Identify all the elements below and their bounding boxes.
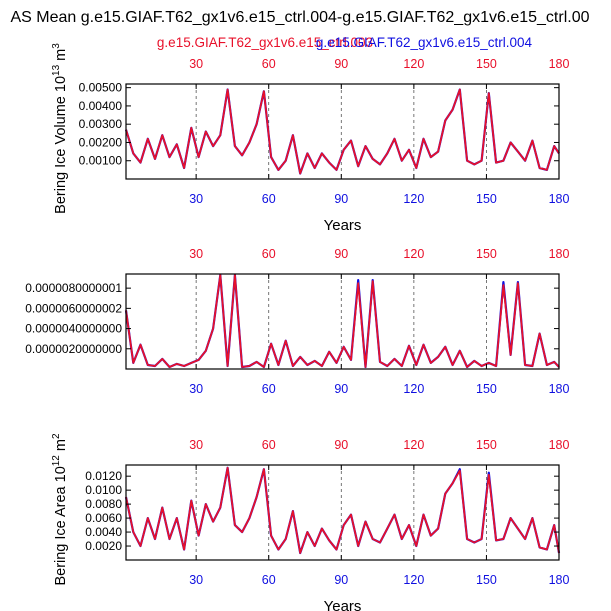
series-line-ctrl-004: [124, 466, 561, 555]
ytick-label: 0.0000060000002: [25, 301, 122, 315]
series-line-ctrl-003: [125, 466, 560, 554]
ylabel-unit: m: [53, 439, 69, 455]
ytick-label: 0.00300: [79, 117, 123, 131]
xtick-bottom-label: 60: [262, 382, 276, 396]
xtick-top-label: 60: [262, 438, 276, 452]
panel-2: 30 30 60 60 90 90 120 120 150 150 180 180 0.00000200…: [25, 247, 569, 396]
xtick-top-label: 90: [334, 247, 348, 261]
xtick-top-label: 30: [189, 247, 203, 261]
xtick-bottom-label: 60: [262, 573, 276, 587]
xtick-bottom-label: 150: [476, 192, 497, 206]
ytick-label: 0.0000040000000: [25, 322, 122, 336]
xtick-bottom-label: 120: [403, 192, 424, 206]
xaxis-label: Years: [324, 598, 362, 611]
panel-1: 30 30 60 60 90 90 120 120 150 150 180 180 0.00100 0.0…: [51, 43, 569, 234]
panel-3: 3030606090901201201501501801800.00200.00…: [51, 433, 569, 611]
xtick-top-label: 30: [189, 57, 203, 71]
panels-group: 30 30 60 60 90 90 120 120 150 150 180 180 0.00100 0.0…: [25, 43, 569, 611]
ytick-label: 0.0100: [85, 483, 122, 497]
ylabel-exponent: 13: [51, 64, 62, 76]
series-line-ctrl-003: [125, 274, 560, 368]
xtick-bottom-label: 180: [549, 573, 570, 587]
xtick-top-label: 90: [334, 57, 348, 71]
ytick-label: 0.0040: [85, 525, 122, 539]
xtick-top-label: 180: [549, 438, 570, 452]
ylabel-main: Bering Ice Volume 10: [53, 76, 69, 214]
xaxis-label: Years: [324, 217, 362, 234]
legend-case-b: g.e15.GIAF.T62_gx1v6.e15_ctrl.004: [316, 35, 533, 50]
ylabel-unit-exponent: 2: [51, 433, 62, 439]
xtick-bottom-label: 90: [334, 573, 348, 587]
xtick-top-label: 150: [476, 438, 497, 452]
ytick-label: 0.0000020000000: [25, 342, 122, 356]
xtick-top-label: 120: [403, 57, 424, 71]
ytick-label: 0.00100: [79, 154, 123, 168]
xtick-top-label: 180: [549, 247, 570, 261]
yaxis-label: Bering Ice Volume 1013 m3: [51, 43, 69, 214]
plot-frame: [125, 464, 560, 561]
xtick-top-label: 120: [403, 438, 424, 452]
ytick-label: 0.0120: [85, 469, 122, 483]
xtick-bottom-label: 90: [334, 382, 348, 396]
xtick-bottom-label: 30: [189, 573, 203, 587]
xtick-bottom-label: 120: [403, 382, 424, 396]
yaxis-label: Bering Ice Area 1012 m2: [51, 433, 69, 586]
ylabel-exponent: 12: [51, 455, 62, 467]
plot-frame: [125, 83, 560, 180]
xtick-top-label: 180: [549, 57, 570, 71]
ytick-label: 0.00400: [79, 99, 123, 113]
series-line-ctrl-003: [125, 88, 560, 175]
ytick-label: 0.00500: [79, 81, 123, 95]
chart-title: AS Mean g.e15.GIAF.T62_gx1v6.e15_ctrl.00…: [10, 9, 589, 26]
plot-frame: [125, 273, 560, 370]
xtick-top-label: 150: [476, 247, 497, 261]
xtick-bottom-label: 60: [262, 192, 276, 206]
legend-case-a: g.e15.GIAF.T62_gx1v6.e15_ctrl.003: [157, 35, 373, 50]
xtick-bottom-label: 180: [549, 192, 570, 206]
xtick-bottom-label: 150: [476, 382, 497, 396]
xtick-top-label: 60: [262, 57, 276, 71]
xtick-top-label: 30: [189, 438, 203, 452]
xtick-bottom-label: 120: [403, 573, 424, 587]
xtick-top-label: 150: [476, 57, 497, 71]
xtick-bottom-label: 30: [189, 382, 203, 396]
xtick-top-label: 120: [403, 247, 424, 261]
series-line-ctrl-004: [124, 273, 560, 369]
xtick-bottom-label: 30: [189, 192, 203, 206]
ylabel-unit: m: [53, 49, 69, 65]
xtick-top-label: 60: [262, 247, 276, 261]
ytick-label: 0.0060: [85, 511, 122, 525]
ytick-label: 0.0020: [85, 539, 122, 553]
ytick-label: 0.0080: [85, 497, 122, 511]
ylabel-unit-exponent: 3: [51, 43, 62, 49]
ytick-label: 0.00200: [79, 135, 123, 149]
xtick-top-label: 90: [334, 438, 348, 452]
ytick-label: 0.0000080000001: [25, 281, 122, 295]
ylabel-main: Bering Ice Area 10: [53, 466, 69, 585]
xtick-bottom-label: 180: [549, 382, 570, 396]
xtick-bottom-label: 90: [334, 192, 348, 206]
xtick-bottom-label: 150: [476, 573, 497, 587]
